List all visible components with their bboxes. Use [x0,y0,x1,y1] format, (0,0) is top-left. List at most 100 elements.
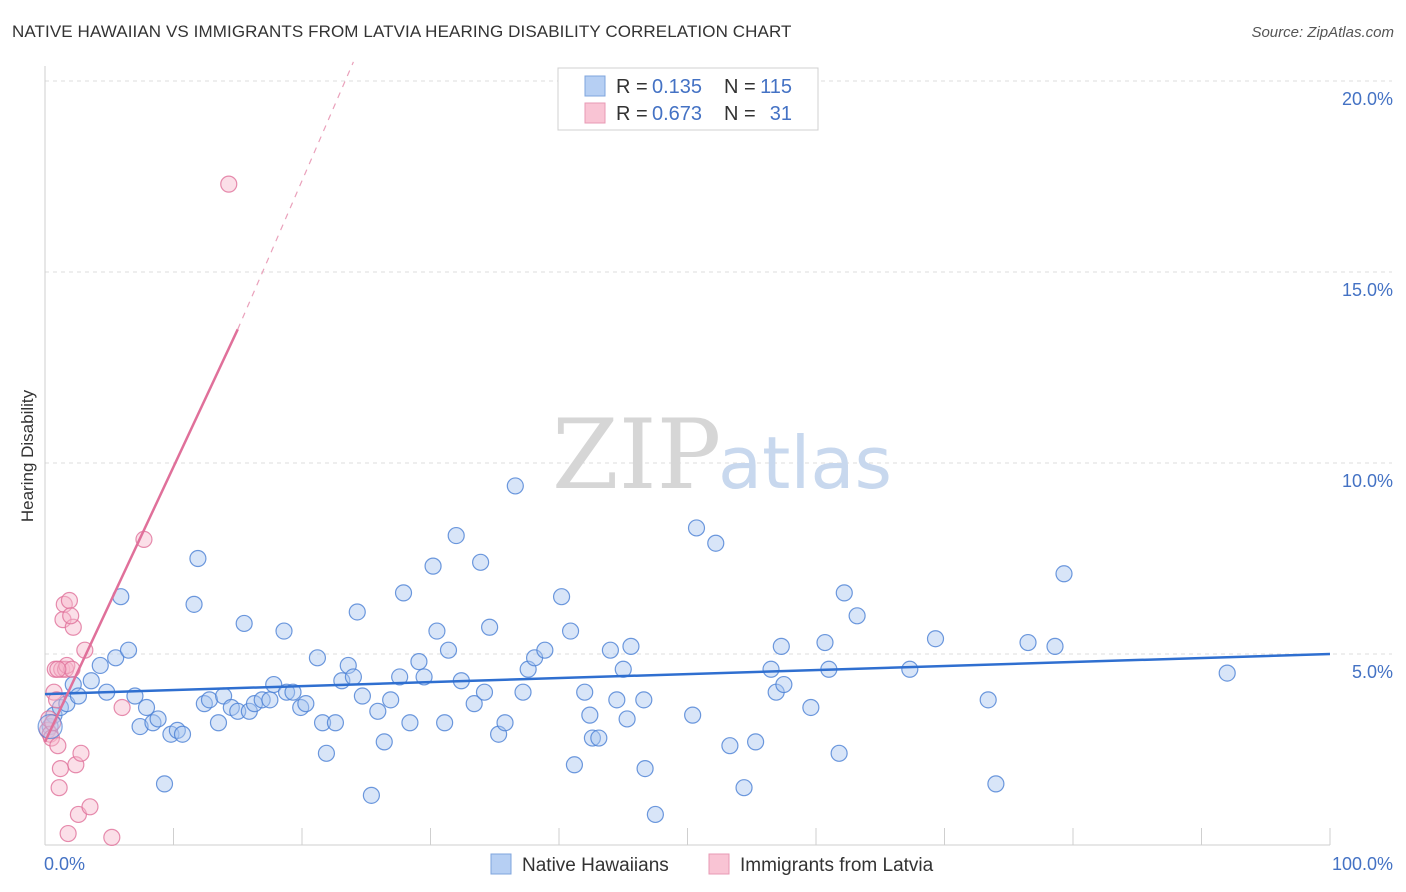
point-native-hawaiians-42 [313,714,332,732]
point-latvia-27 [113,698,131,717]
point-native-hawaiians-30 [235,614,253,633]
point-native-hawaiians-51 [369,702,387,720]
watermark-zip: ZIP [552,399,721,511]
stats-n-label-1: N = [724,76,756,98]
point-native-hawaiians-23 [185,595,203,613]
point-native-hawaiians-49 [353,687,371,705]
stats-r-value-1: 0.135 [652,76,702,98]
point-native-hawaiians-92 [687,519,706,537]
chart-title: NATIVE HAWAIIAN VS IMMIGRANTS FROM LATVI… [12,22,792,41]
point-native-hawaiians-26 [209,714,228,732]
point-native-hawaiians-68 [481,618,499,636]
point-native-hawaiians-47 [344,668,362,686]
stats-n-label-2: N = [724,103,756,125]
point-native-hawaiians-86 [618,710,636,728]
point-native-hawaiians-77 [565,756,584,774]
point-latvia-29 [220,175,238,193]
point-native-hawaiians-66 [472,553,490,571]
x-tick-labels: 0.0% 100.0% [44,854,1393,874]
point-native-hawaiians-35 [265,675,283,694]
point-native-hawaiians-65 [465,695,483,713]
watermark: ZIP atlas [552,399,892,511]
point-native-hawaiians-81 [581,706,599,724]
point-native-hawaiians-61 [436,714,454,732]
point-native-hawaiians-15 [137,698,156,717]
y-axis-title: Hearing Disability [18,389,37,522]
point-native-hawaiians-25 [200,691,219,709]
point-native-hawaiians-7 [82,672,100,690]
point-native-hawaiians-99 [772,637,790,655]
point-native-hawaiians-114 [1218,664,1236,682]
legend-label-latvia: Immigrants from Latvia [740,855,934,876]
point-native-hawaiians-71 [506,477,524,495]
point-native-hawaiians-54 [391,668,409,686]
stats-swatch-native-hawaiians [584,75,606,97]
source-credit: Source: ZipAtlas.com [1251,24,1394,41]
point-native-hawaiians-36 [275,622,293,640]
point-native-hawaiians-84 [608,691,626,709]
point-native-hawaiians-94 [721,737,739,755]
point-native-hawaiians-34 [261,691,279,709]
point-cluster-origin [37,713,63,740]
point-latvia-31 [49,660,67,678]
point-latvia-25 [81,798,99,816]
point-native-hawaiians-10 [107,649,125,667]
point-native-hawaiians-14 [131,717,149,736]
point-native-hawaiians-104 [830,744,848,762]
point-native-hawaiians-108 [926,630,945,648]
stats-n-value-1: 115 [760,76,792,98]
x-tick-label-min: 0.0% [44,854,85,874]
stats-r-value-2: 0.673 [652,103,702,125]
point-native-hawaiians-83 [601,641,620,659]
point-native-hawaiians-95 [735,779,753,797]
point-native-hawaiians-70 [496,714,514,732]
stats-legend: R = 0.135 N = 115 R = 0.673 N = 31 [557,67,819,131]
point-native-hawaiians-22 [189,549,207,568]
point-native-hawaiians-107 [901,660,919,678]
y-tick-label-2: 10.0% [1342,471,1393,491]
point-native-hawaiians-106 [848,607,866,625]
point-native-hawaiians-57 [410,653,428,671]
point-native-hawaiians-75 [536,641,554,659]
point-native-hawaiians-12 [119,641,138,659]
point-native-hawaiians-96 [747,733,765,751]
point-native-hawaiians-105 [835,584,853,602]
y-tick-label-3: 15.0% [1342,280,1393,300]
stats-n-value-2: 31 [770,103,792,125]
point-latvia-30 [62,607,80,625]
point-native-hawaiians-37 [277,683,296,701]
point-native-hawaiians-41 [308,649,327,667]
trend-latvia-extension [237,61,354,330]
point-native-hawaiians-40 [297,695,315,713]
y-tick-label-1: 5.0% [1352,662,1393,682]
point-native-hawaiians-52 [375,733,393,751]
legend-swatch-latvia [708,853,730,875]
point-native-hawaiians-111 [1019,633,1037,652]
gridlines [45,80,1392,655]
data-points [37,175,1236,846]
point-native-hawaiians-53 [382,691,400,709]
point-native-hawaiians-72 [514,683,532,701]
point-native-hawaiians-67 [475,683,494,701]
point-native-hawaiians-38 [284,683,302,701]
point-native-hawaiians-17 [149,710,167,728]
y-tick-labels: 5.0% 10.0% 15.0% 20.0% [1342,89,1393,682]
point-native-hawaiians-88 [635,691,653,709]
point-native-hawaiians-80 [583,729,602,747]
point-latvia-11 [51,759,70,778]
point-latvia-17 [59,824,77,843]
legend-swatch-native-hawaiians [490,853,512,875]
point-native-hawaiians-79 [576,683,594,701]
point-native-hawaiians-78 [561,622,580,640]
point-native-hawaiians-56 [401,714,419,732]
trend-lines [43,61,1331,743]
series-legend: Native Hawaiians Immigrants from Latvia [490,853,934,876]
point-native-hawaiians-6 [69,687,88,705]
point-native-hawaiians-18 [155,775,174,793]
point-native-hawaiians-93 [707,534,725,552]
point-native-hawaiians-112 [1046,637,1064,655]
y-tick-label-4: 20.0% [1342,89,1393,109]
watermark-atlas: atlas [718,421,892,505]
trend-native-hawaiians [44,652,1331,696]
